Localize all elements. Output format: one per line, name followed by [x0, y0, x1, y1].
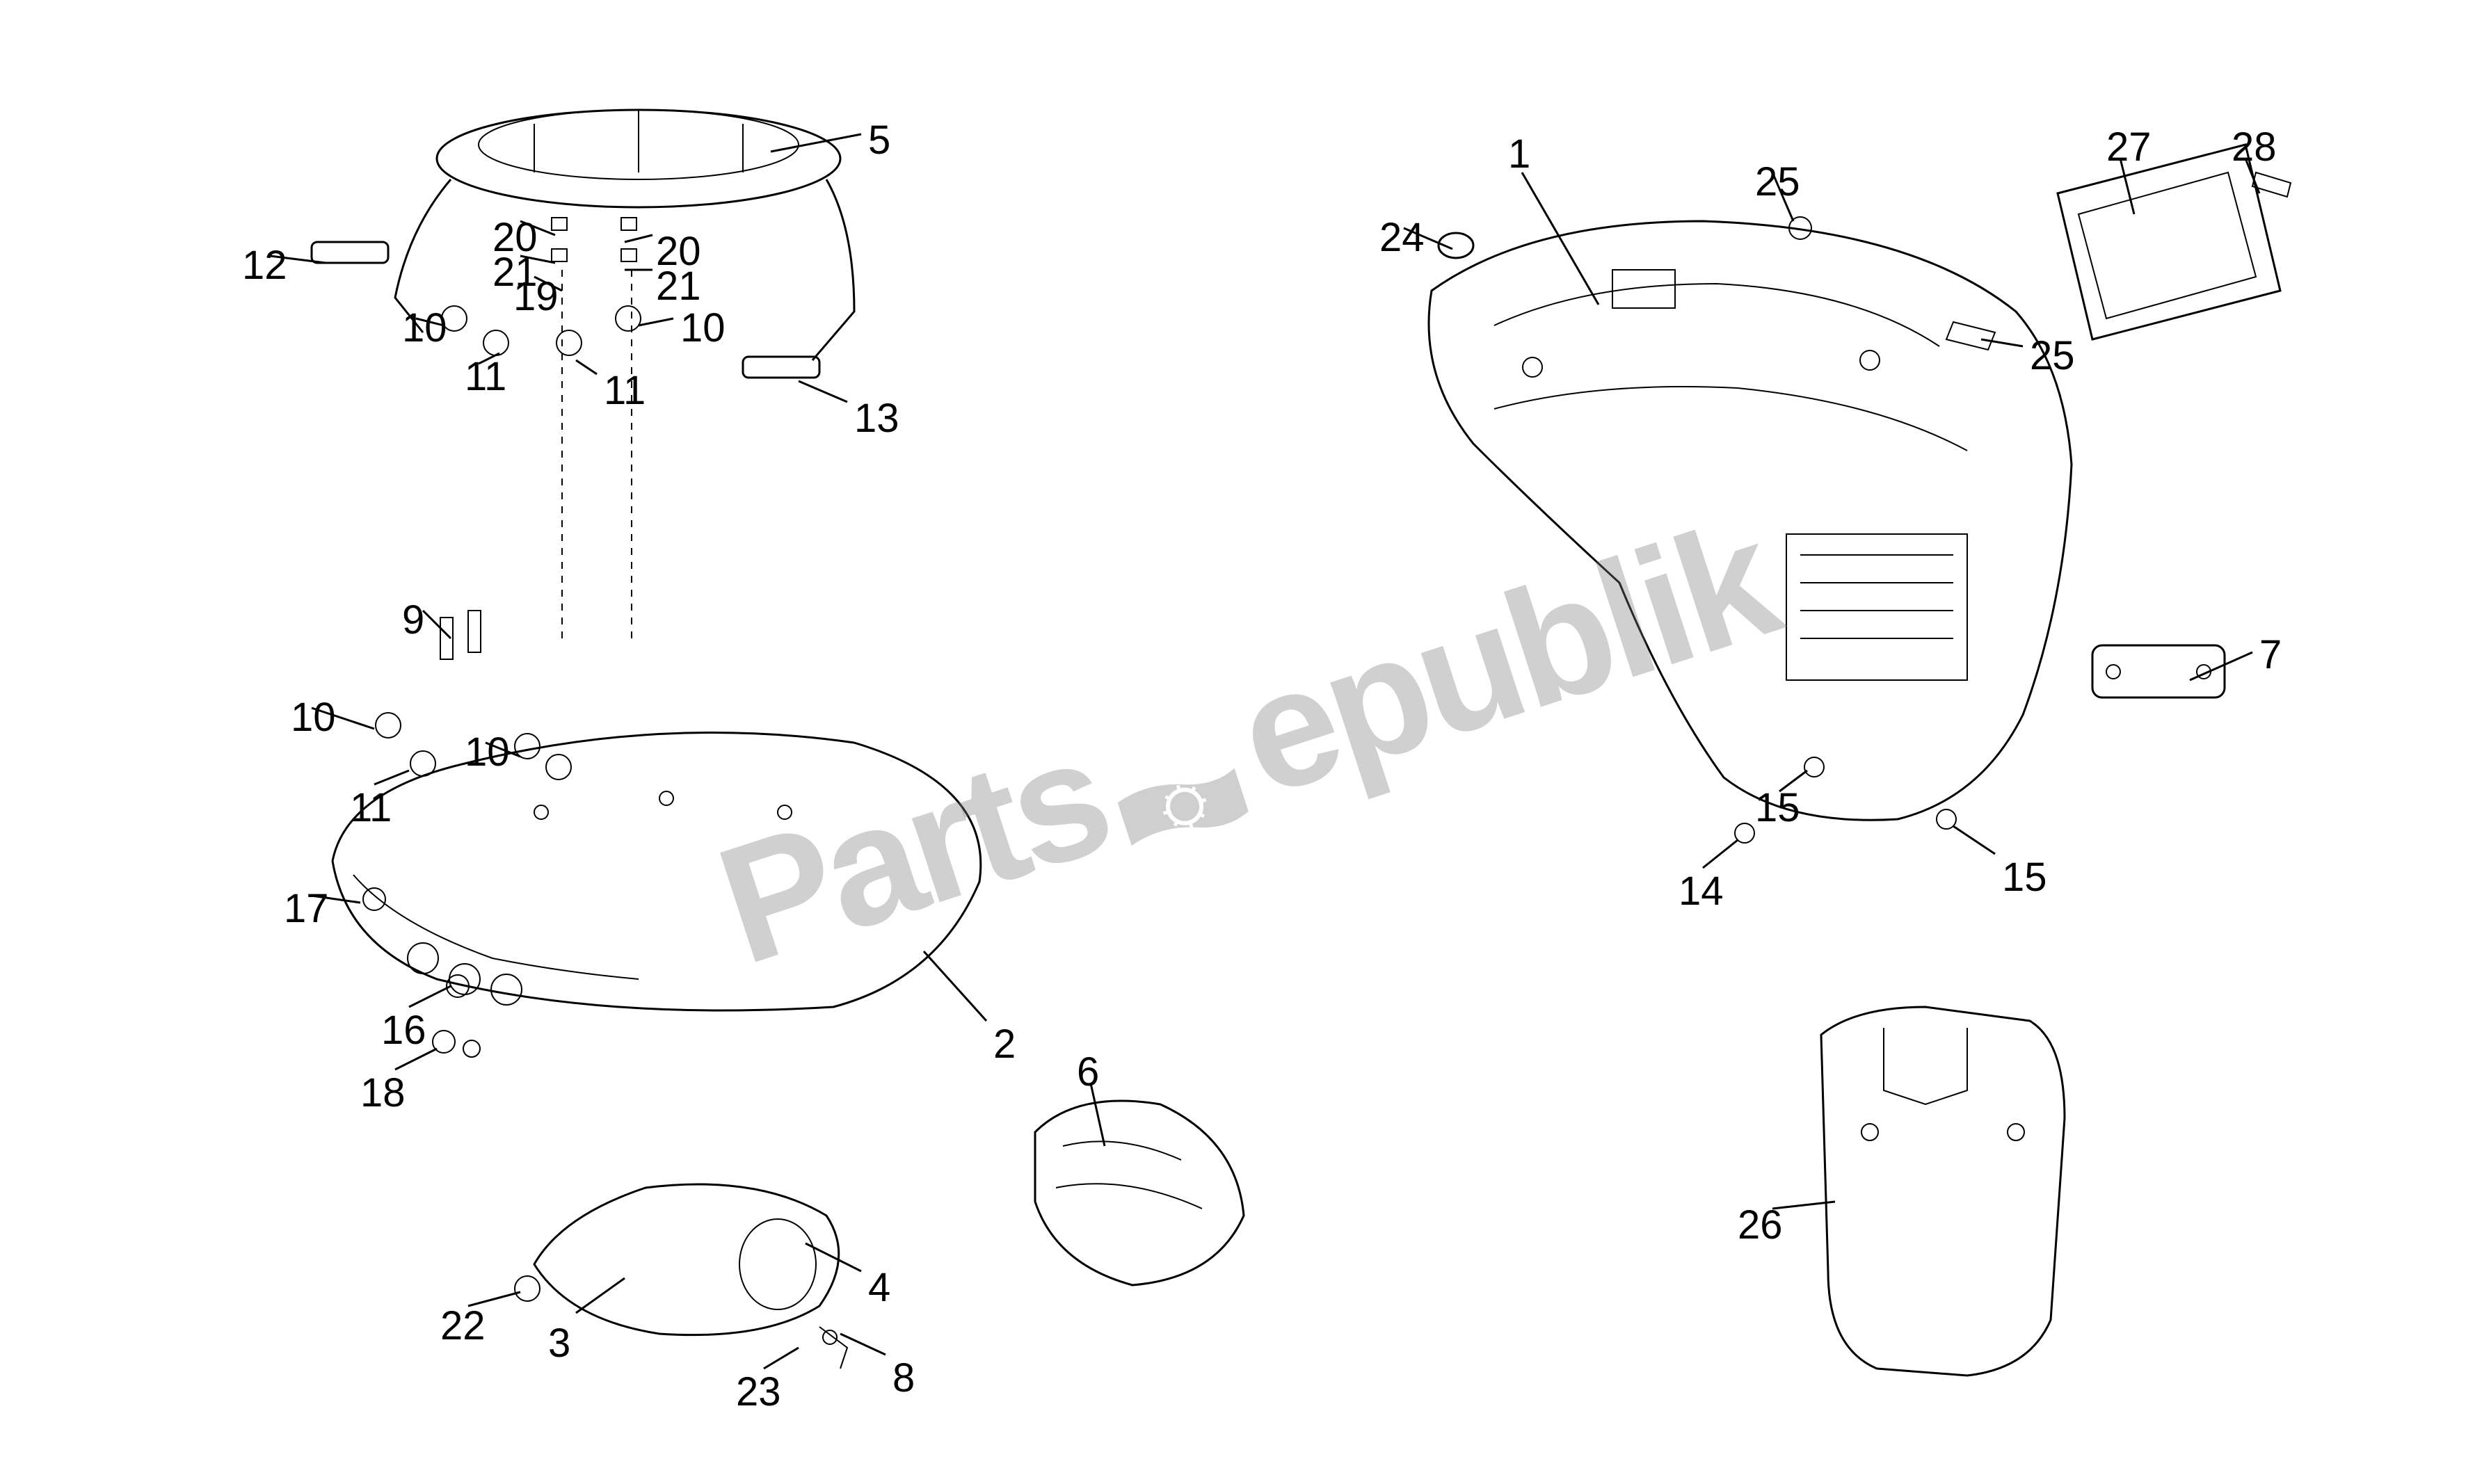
part-label-21_b: 21: [656, 263, 701, 309]
part-label-2: 2: [993, 1021, 1016, 1067]
part-label-24: 24: [1379, 214, 1425, 261]
part-label-1: 1: [1508, 131, 1530, 177]
part-label-5: 5: [868, 117, 890, 163]
part-label-18: 18: [360, 1070, 406, 1116]
part-label-9: 9: [402, 597, 424, 643]
part-label-12: 12: [242, 242, 287, 289]
part-cover-6: [1035, 1101, 1244, 1285]
part-15a: [1804, 757, 1824, 777]
part-bolt-12: [312, 242, 388, 263]
part-label-7: 7: [2259, 631, 2282, 678]
part-label-3: 3: [548, 1320, 570, 1366]
part-label-27: 27: [2106, 124, 2152, 170]
part-label-10_c: 10: [680, 305, 726, 351]
part-28-screw: [2252, 172, 2291, 197]
part-luggage-rack: [395, 110, 854, 360]
part-25b-bolt: [1946, 322, 1995, 350]
part-label-13: 13: [854, 395, 899, 442]
part-15b: [1937, 809, 1956, 829]
part-label-4: 4: [868, 1264, 890, 1311]
part-splash-guard: [1821, 1007, 2065, 1376]
part-label-21_a: 21: [492, 249, 538, 296]
part-17: [363, 888, 385, 910]
part-license-plate: [2058, 145, 2280, 339]
part-label-6: 6: [1077, 1049, 1099, 1095]
part-8-bulb: [819, 1327, 847, 1369]
part-label-11_b: 11: [465, 353, 506, 400]
parts-diagram-svg: [33, 33, 2458, 1451]
part-bolt-13: [743, 357, 819, 378]
part-rear-cowl: [333, 732, 981, 1010]
part-label-10_a: 10: [291, 694, 336, 741]
part-label-26: 26: [1738, 1202, 1783, 1248]
part-label-11_a: 11: [350, 784, 392, 831]
part-label-28: 28: [2232, 124, 2277, 170]
part-label-8: 8: [892, 1355, 915, 1401]
part-label-11_c: 11: [604, 367, 646, 414]
part-label-23: 23: [736, 1369, 781, 1415]
part-18b: [463, 1040, 480, 1057]
parts-diagram-container: 1234567891010101011111112131415151617181…: [0, 0, 2491, 1484]
part-label-25_a: 25: [1755, 159, 1800, 205]
part-label-22: 22: [440, 1302, 486, 1349]
leader-lines: [270, 134, 2259, 1369]
part-label-25_b: 25: [2030, 332, 2075, 379]
part-rear-fender: [1429, 221, 2072, 820]
part-reflector-7: [2092, 645, 2225, 697]
part-label-15_b: 15: [2002, 854, 2047, 901]
part-label-16: 16: [381, 1007, 426, 1054]
part-label-15_a: 15: [1755, 784, 1800, 831]
part-label-10_b: 10: [402, 305, 447, 351]
part-14: [1735, 823, 1754, 843]
part-label-17: 17: [284, 885, 329, 932]
part-taillight: [515, 1184, 839, 1335]
part-label-10_d: 10: [465, 729, 510, 775]
part-label-14: 14: [1679, 868, 1724, 914]
